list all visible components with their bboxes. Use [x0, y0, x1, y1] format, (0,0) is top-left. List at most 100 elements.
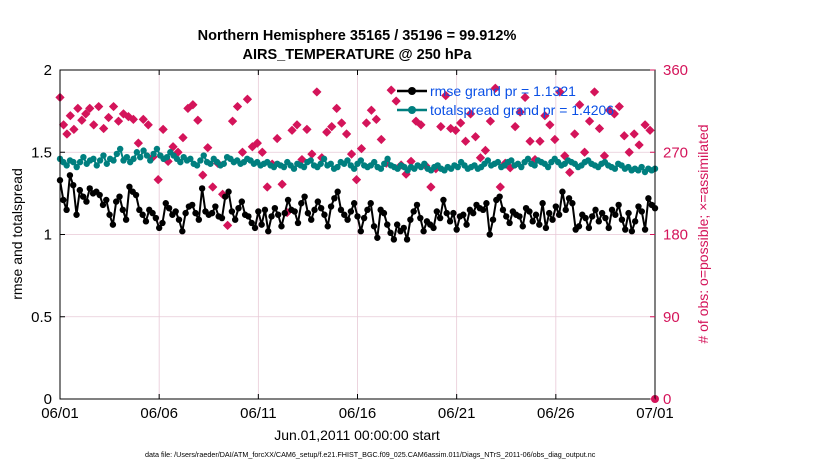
- obs-assimilated-point: [89, 120, 99, 130]
- rmse-series-point: [278, 223, 285, 230]
- rmse-series-point: [496, 193, 503, 200]
- rmse-series-point: [83, 198, 90, 205]
- rmse-series-point: [109, 221, 117, 228]
- obs-assimilated-point: [599, 151, 610, 161]
- totalspread-series-point: [531, 162, 538, 169]
- legend-spread-marker: [408, 106, 416, 114]
- legend-spread-label: totalspread grand pr = 1.4206: [430, 102, 614, 118]
- rmse-series-point: [622, 226, 629, 233]
- rmse-series-point: [618, 216, 626, 223]
- y-axis-label-right: # of obs: o=possible; ×=assimilated: [695, 124, 711, 343]
- rmse-series-point: [615, 201, 622, 209]
- totalspread-series-point: [494, 158, 502, 166]
- totalspread-series-point: [70, 158, 77, 166]
- totalspread-series-point: [421, 160, 428, 167]
- rmse-series-point: [347, 208, 355, 215]
- obs-assimilated-point: [470, 132, 481, 142]
- rmse-series-point: [380, 209, 388, 217]
- totalspread-series-point: [140, 147, 147, 154]
- totalspread-series-point: [524, 155, 532, 163]
- obs-assimilated-point: [495, 182, 505, 192]
- rmse-series-point: [598, 209, 606, 217]
- x-tick-label: 06/06: [140, 405, 178, 422]
- obs-assimilated-point: [158, 124, 168, 135]
- totalspread-series-point: [300, 163, 308, 171]
- rmse-series-point: [357, 228, 365, 235]
- obs-assimilated-point: [441, 90, 451, 101]
- y-axis-label-left: rmse and totalspread: [9, 168, 25, 300]
- rmse-series-point: [79, 193, 87, 200]
- obs-assimilated-point: [188, 100, 198, 110]
- rmse-series-point: [608, 206, 616, 214]
- totalspread-series-point: [544, 163, 552, 171]
- rmse-series-point: [261, 206, 269, 214]
- obs-assimilated-point: [550, 134, 560, 145]
- rmse-series-point: [195, 216, 203, 223]
- rmse-series-point: [374, 234, 381, 241]
- rmse-series-point: [628, 228, 636, 235]
- rmse-series-point: [453, 226, 460, 233]
- x-tick-label: 06/11: [240, 405, 276, 422]
- rmse-series-point: [76, 186, 84, 194]
- rmse-series-point: [251, 224, 259, 232]
- y-right-tick-label: 180: [663, 227, 688, 244]
- rmse-series-point: [235, 204, 242, 212]
- obs-assimilated-point: [242, 94, 253, 104]
- obs-assimilated-point: [351, 175, 362, 185]
- obs-assimilated-point: [208, 182, 218, 192]
- obs-assimilated-point: [460, 136, 471, 146]
- rmse-series-point: [60, 196, 67, 204]
- rmse-series-point: [612, 211, 619, 218]
- rmse-series-point: [182, 209, 189, 217]
- rmse-series-point: [152, 214, 160, 222]
- obs-assimilated-point: [376, 134, 386, 145]
- rmse-series-point: [274, 211, 282, 218]
- obs-assimilated-point: [252, 138, 262, 148]
- obs-assimilated-point: [302, 124, 312, 135]
- x-tick-label: 06/26: [537, 405, 575, 422]
- obs-assimilated-point: [465, 109, 476, 119]
- totalspread-series-point: [103, 160, 111, 167]
- rmse-series-point: [208, 209, 216, 217]
- rmse-series-point: [536, 221, 543, 228]
- obs-assimilated-point: [341, 129, 352, 139]
- obs-assimilated-point: [168, 142, 178, 152]
- obs-assimilated-point: [535, 136, 545, 146]
- rmse-series-point: [364, 206, 371, 214]
- footnote: data file: /Users/raeder/DAI/ATM_forcXX/…: [145, 450, 596, 459]
- rmse-series-point: [565, 195, 573, 202]
- y-left-tick-label: 0.5: [31, 309, 52, 326]
- y-left-tick-label: 0: [44, 391, 52, 408]
- totalspread-series-point: [280, 163, 288, 171]
- rmse-series-point: [331, 195, 338, 202]
- totalspread-series-point: [200, 152, 207, 159]
- totalspread-series-point: [76, 158, 84, 166]
- obs-assimilated-point: [178, 133, 188, 143]
- rmse-series-point: [486, 231, 493, 238]
- rmse-series-point: [119, 206, 127, 214]
- totalspread-series-point: [133, 149, 141, 156]
- totalspread-series-point: [454, 163, 461, 171]
- obs-assimilated-point: [58, 120, 69, 130]
- rmse-series-point: [122, 216, 130, 223]
- rmse-series-point: [635, 203, 642, 210]
- obs-assimilated-point: [619, 131, 629, 141]
- totalspread-series-point: [96, 157, 104, 164]
- totalspread-series-point: [63, 162, 70, 169]
- rmse-series-point: [248, 219, 255, 227]
- obs-assimilated-point: [237, 147, 248, 157]
- rmse-series-point: [569, 200, 576, 207]
- y-right-tick-label: 360: [663, 62, 688, 79]
- rmse-series-point: [582, 214, 589, 222]
- rmse-series-point: [393, 221, 401, 228]
- rmse-series-point: [73, 211, 80, 218]
- obs-assimilated-point: [361, 118, 372, 128]
- axes-layer: 06/01 06/06 06/11 06/16 06/21 06/26 07/0100.51…: [31, 62, 688, 422]
- obs-assimilated-point: [490, 83, 500, 93]
- rmse-series-point: [529, 218, 536, 225]
- rmse-series-point: [99, 201, 107, 209]
- x-tick-label: 07/01: [636, 405, 674, 422]
- obs-assimilated-point: [153, 175, 163, 185]
- rmse-series-point: [350, 200, 358, 207]
- y-right-tick-label: 270: [663, 144, 688, 161]
